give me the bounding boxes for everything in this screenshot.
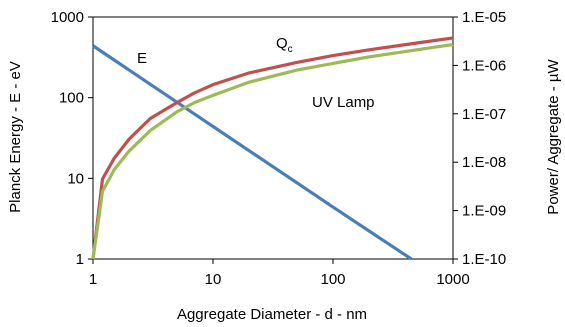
left-y-tick-label: 1000 [51, 9, 84, 26]
x-tick-label: 10 [205, 271, 222, 288]
right-y-tick-label: 1.E-10 [462, 251, 506, 268]
right-y-tick-label: 1.E-09 [462, 203, 506, 220]
series-line-uv-lamp [91, 42, 454, 260]
x-tick-label: 1 [89, 271, 97, 288]
series-label-qc-main: Q [276, 35, 288, 52]
right-y-tick-label: 1.E-08 [462, 154, 506, 171]
series-label-qc-subscript: c [288, 44, 293, 55]
x-tick-label: 100 [320, 271, 345, 288]
x-axis-title: Aggregate Diameter - d - nm [177, 306, 367, 323]
right-y-tick-label: 1.E-06 [462, 57, 506, 74]
plot-frame [92, 16, 454, 260]
series-line-e [92, 44, 413, 261]
series-label-e: E [137, 50, 147, 67]
x-axis-ticks: 1 10 100 1000 [89, 259, 470, 288]
right-y-tick-label: 1.E-07 [462, 106, 506, 123]
left-y-tick-label: 100 [59, 90, 84, 107]
right-y-tick-label: 1.E-05 [462, 9, 506, 26]
series-lines [91, 36, 454, 261]
series-label-uv-lamp: UV Lamp [312, 94, 375, 111]
left-axis-title: Planck Energy - E - eV [7, 61, 24, 213]
series-label-qc: Qc [276, 35, 293, 55]
series-line-q-c [91, 36, 454, 260]
left-y-tick-label: 1 [76, 251, 84, 268]
left-axis-ticks: 1 10 100 1000 [51, 9, 93, 268]
left-y-tick-label: 10 [67, 170, 84, 187]
x-tick-label: 1000 [436, 271, 469, 288]
right-axis-ticks: 1.E-10 1.E-09 1.E-08 1.E-07 1.E-06 1.E-05 [453, 9, 506, 268]
series-labels: E Qc UV Lamp [137, 35, 375, 111]
right-axis-title: Power/ Aggregate - µW [545, 58, 562, 214]
